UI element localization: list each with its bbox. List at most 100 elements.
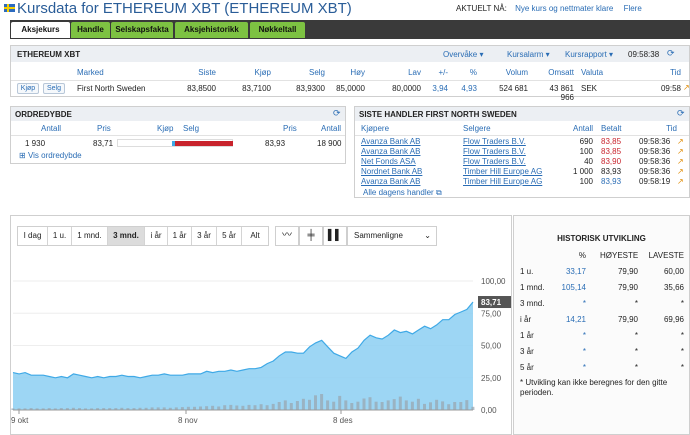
refresh-icon[interactable]: ⟳ bbox=[667, 48, 675, 58]
ob-col-sell: Selg bbox=[183, 124, 200, 133]
low-value: 80,0000 bbox=[392, 84, 421, 93]
last-value: 83,8500 bbox=[187, 84, 216, 93]
y-tick-label: 50,00 bbox=[481, 342, 502, 351]
hist-col-pct: % bbox=[578, 251, 586, 260]
range-all-button[interactable]: Alt bbox=[250, 231, 260, 240]
volume-bar bbox=[253, 405, 257, 410]
col-low: Lav bbox=[408, 68, 421, 77]
orderbook-refresh-icon[interactable]: ⟳ bbox=[333, 108, 341, 118]
history-label: 1 u. bbox=[520, 267, 534, 276]
turnover-value: 43 861 966 bbox=[549, 84, 574, 102]
history-high: 79,90 bbox=[617, 315, 638, 324]
chevron-down-icon: ⌄ bbox=[424, 231, 431, 240]
show-depth-link[interactable]: ⊞ Vis ordredybde bbox=[19, 151, 82, 160]
volume-bar bbox=[404, 400, 408, 410]
history-pct: 14,21 bbox=[565, 315, 586, 324]
updated-link[interactable]: Nye kurs og nettmater klare bbox=[515, 4, 614, 13]
trade-price: 83,93 bbox=[601, 177, 622, 186]
watch-menu[interactable]: Overvåke ▾ bbox=[443, 50, 484, 59]
all-trades-link[interactable]: Alle dagens handler ⧉ bbox=[363, 188, 442, 197]
range-5y-button[interactable]: 5 år bbox=[217, 227, 242, 245]
ob-col-buy: Kjøp bbox=[157, 124, 174, 133]
volume-bar bbox=[277, 402, 281, 410]
orderbook-row: 1 930 83,71 83,93 18 900 bbox=[11, 139, 345, 149]
trade-buyer[interactable]: Avanza Bank AB bbox=[361, 147, 421, 156]
volume-bar bbox=[114, 408, 118, 410]
volume-bar bbox=[11, 408, 15, 410]
trade-qty: 100 bbox=[579, 177, 593, 186]
history-pct: * bbox=[582, 347, 586, 356]
volume-bar bbox=[59, 408, 63, 410]
range-3m-button[interactable]: 3 mnd. bbox=[108, 227, 145, 245]
history-label: 3 mnd. bbox=[520, 299, 545, 308]
trade-seller[interactable]: Timber Hill Europe AG bbox=[463, 167, 543, 176]
volume-bars-icon[interactable]: ▌▌ bbox=[323, 226, 347, 246]
price-report-menu[interactable]: Kursrapport ▾ bbox=[565, 50, 614, 59]
range-1y-button[interactable]: 1 år bbox=[168, 227, 192, 245]
trend-icon: ↗ bbox=[677, 177, 684, 186]
range-today-button[interactable]: I dag bbox=[18, 227, 48, 245]
range-1w-button[interactable]: 1 u. bbox=[48, 227, 72, 245]
buy-button[interactable]: Kjøp bbox=[17, 83, 39, 94]
volume-bar bbox=[301, 398, 305, 410]
volume-bar bbox=[199, 406, 202, 410]
volume-bar bbox=[65, 408, 69, 410]
volume-bar bbox=[308, 399, 311, 410]
trade-time: 09:58:36 bbox=[639, 167, 671, 176]
ask-depth-fill bbox=[175, 141, 233, 146]
volume-bar bbox=[398, 396, 402, 410]
volume-bar bbox=[41, 408, 45, 410]
ob-col-ask-qty: Antall bbox=[321, 124, 342, 133]
trade-seller[interactable]: Flow Traders B.V. bbox=[463, 137, 526, 146]
history-low: 35,66 bbox=[663, 283, 684, 292]
volume-bar bbox=[223, 405, 227, 410]
trade-seller[interactable]: Flow Traders B.V. bbox=[463, 147, 526, 156]
volume-bar bbox=[168, 407, 172, 410]
trade-buyer[interactable]: Nordnet Bank AB bbox=[361, 167, 423, 176]
trend-icon: ↗ bbox=[677, 157, 684, 166]
tab-selskapsfakta[interactable]: Selskapsfakta bbox=[111, 22, 173, 38]
volume-bar bbox=[320, 394, 324, 410]
volume-bar bbox=[374, 401, 378, 410]
x-tick-label: 8 nov bbox=[178, 416, 198, 425]
volume-bar bbox=[180, 407, 184, 410]
ob-col-bid-qty: Antall bbox=[41, 124, 62, 133]
trade-buyer[interactable]: Avanza Bank AB bbox=[361, 177, 421, 186]
page-title: Kursdata for ETHEREUM XBT (ETHEREUM XBT) bbox=[17, 0, 352, 17]
price-alert-menu[interactable]: Kursalarm ▾ bbox=[507, 50, 550, 59]
range-selector: I dag 1 u. 1 mnd. 3 mnd. i år 1 år 3 år … bbox=[17, 226, 269, 246]
volume-bar bbox=[326, 400, 330, 410]
price-chart[interactable]: 100,00 75,00 50,00 25,00 0,00 9 okt 8 nov 8 des… bbox=[11, 266, 511, 434]
col-high: Høy bbox=[350, 68, 365, 77]
chart-panel: I dag 1 u. 1 mnd. 3 mnd. i år 1 år 3 år … bbox=[10, 215, 512, 435]
trade-seller[interactable]: Flow Traders B.V. bbox=[463, 157, 526, 166]
range-1m-button[interactable]: 1 mnd. bbox=[72, 227, 108, 245]
history-row: 1 u. 33,17 79,90 60,00 bbox=[514, 267, 689, 281]
col-bid: Kjøp bbox=[254, 68, 271, 77]
trades-refresh-icon[interactable]: ⟳ bbox=[677, 108, 685, 118]
candlestick-icon[interactable]: ╪ bbox=[299, 226, 323, 246]
sell-button[interactable]: Selg bbox=[43, 83, 65, 94]
tab-nokkeltall[interactable]: Nøkkeltall bbox=[250, 22, 305, 38]
trade-qty: 40 bbox=[584, 157, 593, 166]
tab-aksjehistorikk[interactable]: Aksjehistorikk bbox=[175, 22, 248, 38]
tab-handle[interactable]: Handle bbox=[71, 22, 110, 38]
range-ytd-button[interactable]: i år bbox=[145, 227, 168, 245]
history-pct: * bbox=[582, 299, 586, 308]
trade-buyer[interactable]: Avanza Bank AB bbox=[361, 137, 421, 146]
volume-bar bbox=[78, 408, 81, 410]
trade-seller[interactable]: Timber Hill Europe AG bbox=[463, 177, 543, 186]
history-row: 1 mnd. 105,14 79,90 35,66 bbox=[514, 283, 689, 297]
trade-qty: 100 bbox=[579, 147, 593, 156]
trade-price: 83,85 bbox=[601, 137, 622, 146]
line-chart-icon[interactable]: 〰 bbox=[275, 226, 299, 246]
volume-bar bbox=[386, 400, 390, 410]
sweden-flag-icon bbox=[4, 4, 15, 12]
trade-buyer[interactable]: Net Fonds ASA bbox=[361, 157, 416, 166]
tab-aksjekurs[interactable]: Aksjekurs bbox=[11, 22, 70, 38]
more-link[interactable]: Flere bbox=[623, 4, 642, 13]
volume-bar bbox=[17, 408, 21, 410]
compare-select[interactable]: Sammenligne ⌄ bbox=[347, 226, 437, 246]
range-3y-button[interactable]: 3 år bbox=[192, 227, 217, 245]
history-high: * bbox=[634, 299, 638, 308]
